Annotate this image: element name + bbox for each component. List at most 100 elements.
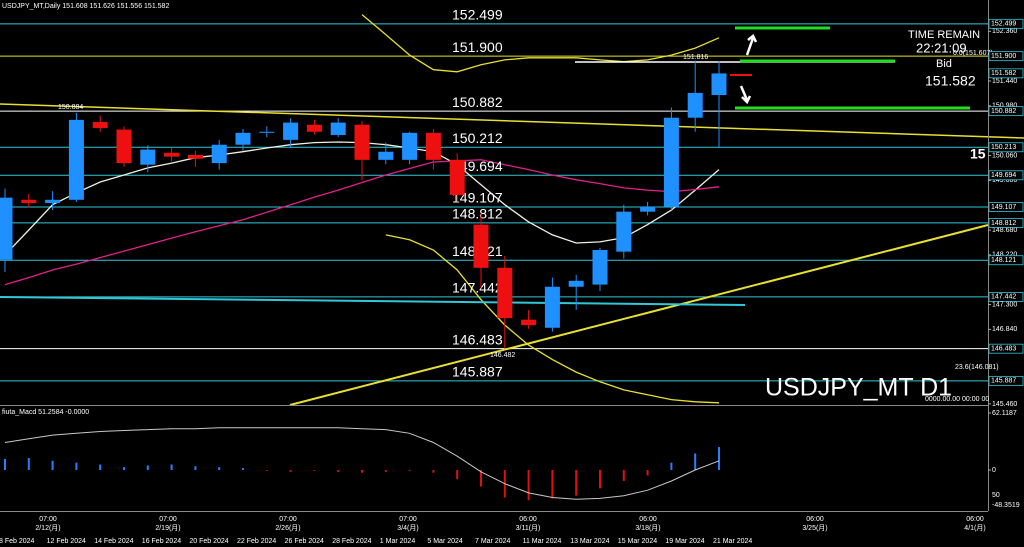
candle-body (211, 144, 227, 164)
price-tag (988, 51, 1024, 62)
levels-layer (0, 14, 988, 404)
macd-bar (384, 469, 387, 472)
macd-bar (408, 469, 411, 471)
week-time: 06:00 (806, 516, 824, 523)
level-label: 150.882 (452, 94, 503, 110)
candle-body (21, 199, 37, 204)
macd-bar (194, 466, 197, 470)
macd-bar (432, 469, 435, 473)
price-tag-label: 148.121 (991, 257, 1016, 264)
annotation: 0000.00.00 00:00 00 (925, 396, 989, 403)
price-tag-label: 146.483 (991, 346, 1016, 353)
trendline (289, 224, 989, 406)
macd-bar (289, 469, 292, 472)
x-tick-label: 15 Mar 2024 (618, 538, 657, 545)
level-label: 152.499 (452, 7, 503, 23)
macd-bar (265, 469, 268, 471)
macd-label: -48.3519 (992, 502, 1020, 509)
macd-label: 50 (992, 492, 1000, 499)
candle-body (187, 154, 203, 159)
candle-body (568, 280, 584, 287)
candle-body (592, 250, 608, 285)
price-tag-label: 150.213 (991, 144, 1016, 151)
candle-body (663, 117, 679, 207)
y-tick-label: 150.980 (992, 103, 1017, 110)
macd-bar (694, 453, 697, 470)
candle-body (68, 119, 84, 200)
candle-body (402, 132, 418, 160)
price-tag (988, 343, 1024, 354)
x-tick-label: 20 Feb 2024 (189, 538, 228, 545)
week-time: 07:00 (279, 516, 297, 523)
symbol-label: USDJPY_MT D1 (765, 374, 952, 402)
candle-body (497, 267, 513, 319)
candle-body (330, 122, 346, 135)
macd-bar (646, 469, 649, 476)
y-tick-label: 147.300 (992, 301, 1017, 308)
candle-body (283, 122, 299, 140)
price-tag-label: 151.900 (991, 53, 1016, 60)
macd-bar (361, 469, 363, 473)
price-tag (988, 255, 1024, 266)
macd-title: fiuta_Macd 51.2584 -0.0000 (2, 409, 89, 416)
price-tag-label: 150.882 (991, 108, 1016, 115)
week-date: 2/19(月) (155, 524, 180, 532)
candle-body (640, 206, 656, 212)
macd-bar (337, 469, 340, 472)
x-tick-label: 21 Mar 2024 (713, 538, 752, 545)
candle-body (449, 159, 465, 195)
macd-bar (75, 462, 78, 470)
candle-body (711, 73, 727, 96)
level-label: 149.694 (452, 158, 503, 174)
macd-bar (456, 469, 459, 480)
candle-body (473, 224, 489, 268)
x-tick-label: 14 Feb 2024 (94, 538, 133, 545)
macd-bar (99, 464, 102, 470)
price-tag-label: 151.582 (991, 70, 1016, 77)
candle-body (45, 199, 61, 204)
price-tag (988, 170, 1024, 181)
trendline (0, 296, 746, 306)
price-tag (988, 142, 1024, 153)
macd-bar (146, 465, 149, 470)
x-tick-label: 28 Feb 2024 (332, 538, 371, 545)
macd-bar (551, 469, 554, 499)
candle-body (92, 122, 108, 128)
x-tick-label: 22 Feb 2024 (237, 538, 276, 545)
y-tick-label: 146.840 (992, 326, 1017, 333)
macd-tick-label: 0 (992, 467, 996, 474)
level-label: 145.887 (452, 364, 503, 380)
arrow-down (739, 85, 752, 105)
price-tag (988, 218, 1024, 228)
candle-body (306, 124, 322, 132)
week-time: 06:00 (966, 516, 984, 523)
macd-signal (4, 427, 720, 500)
candle-body (140, 149, 156, 165)
annotation: 0.0(151.607) (953, 50, 993, 57)
macd-bar (27, 458, 30, 470)
price-tag (988, 68, 1024, 79)
macd-bar (622, 469, 625, 481)
x-tick-label: 12 Feb 2024 (47, 538, 86, 545)
macd-bar (575, 469, 578, 496)
x-tick-label: 7 Mar 2024 (475, 538, 511, 545)
macd-bar (599, 469, 601, 489)
annotation: 23.6(146.081) (955, 364, 999, 371)
macd-bar (170, 464, 173, 470)
price-tag-label: 149.694 (991, 172, 1016, 179)
trendline (0, 103, 1024, 139)
macd-bar (313, 469, 316, 471)
week-date: 2/12(月) (35, 524, 60, 532)
x-tick-label: 8 Feb 2024 (0, 538, 35, 545)
level-label: 147.442 (452, 280, 503, 296)
price-tag-label: 152.499 (991, 21, 1016, 28)
macd-bar (4, 458, 6, 470)
macd-bar (480, 469, 482, 487)
info-value: 22:21:09 (916, 40, 967, 55)
candle-body (544, 286, 560, 328)
price-tag (988, 291, 1024, 302)
price-tag (988, 202, 1024, 212)
macd-bar (718, 447, 720, 470)
